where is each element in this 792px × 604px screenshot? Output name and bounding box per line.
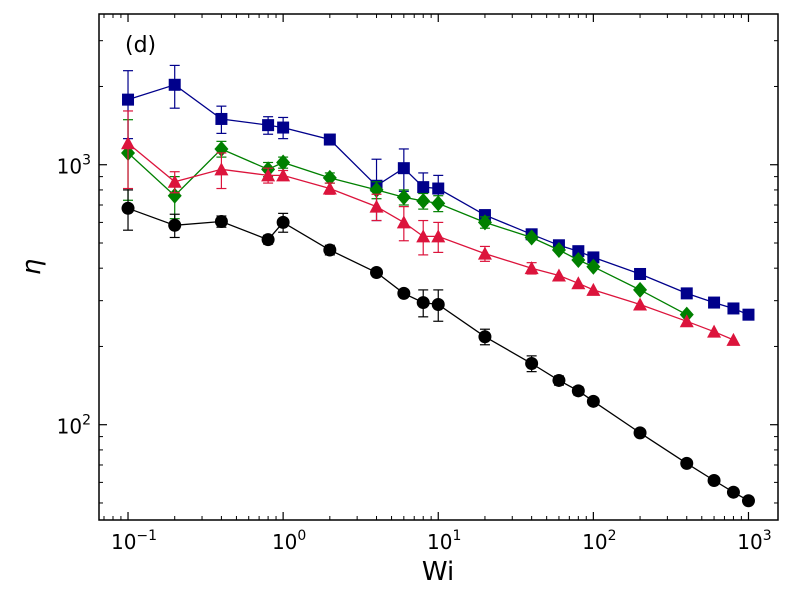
- data-point: [322, 181, 337, 195]
- data-point: [551, 268, 566, 282]
- data-point: [397, 286, 411, 300]
- data-point: [633, 426, 647, 440]
- data-point: [680, 287, 693, 300]
- x-tick-label: 101: [427, 528, 461, 554]
- data-point: [727, 302, 740, 315]
- data-point: [122, 93, 135, 106]
- data-point: [397, 162, 410, 175]
- data-point: [708, 296, 721, 309]
- data-point: [167, 187, 182, 204]
- data-point: [416, 229, 431, 243]
- x-tick-label: 103: [737, 528, 771, 554]
- data-point: [369, 199, 384, 213]
- data-point: [586, 282, 601, 296]
- data-point: [477, 214, 492, 231]
- data-point: [478, 330, 492, 344]
- data-point: [525, 356, 539, 370]
- plot-frame: [98, 13, 779, 521]
- data-point: [707, 324, 722, 338]
- data-point: [633, 297, 648, 311]
- data-point: [586, 258, 601, 275]
- data-point: [121, 136, 136, 150]
- data-point: [742, 308, 755, 321]
- data-point: [417, 181, 430, 194]
- data-point: [633, 281, 648, 298]
- data-point: [323, 133, 336, 146]
- data-point: [431, 297, 445, 311]
- tick-labels: 10−1 100 101 102 103 102 103: [57, 153, 772, 554]
- data-point: [261, 233, 275, 247]
- x-tick-label: 102: [582, 528, 616, 554]
- data-point: [571, 384, 585, 398]
- series-1: [121, 119, 694, 323]
- data-point: [432, 182, 445, 195]
- data-point: [571, 276, 586, 290]
- series-0: [122, 64, 755, 321]
- x-axis-label: Wi: [422, 557, 454, 587]
- data-point: [396, 215, 411, 229]
- data-point: [587, 251, 600, 264]
- data-point: [726, 485, 740, 499]
- y-tick-label: 103: [57, 153, 91, 179]
- data-point: [322, 169, 337, 186]
- y-axis-label: η: [17, 259, 47, 275]
- data-point: [276, 168, 291, 182]
- data-point: [586, 394, 600, 408]
- data-point: [214, 162, 229, 176]
- data-point: [680, 456, 694, 470]
- data-point: [726, 332, 741, 346]
- data-point: [323, 243, 337, 257]
- data-point: [168, 218, 182, 232]
- series-2: [121, 110, 741, 346]
- data-point: [524, 261, 539, 275]
- series-group: [121, 64, 755, 508]
- data-point: [416, 193, 431, 210]
- data-point: [214, 214, 228, 228]
- data-point: [215, 112, 228, 125]
- major-ticks: [99, 14, 778, 520]
- data-point: [477, 246, 492, 260]
- data-point: [276, 215, 290, 229]
- data-point: [679, 314, 694, 328]
- data-point: [552, 373, 566, 387]
- data-point: [167, 174, 182, 188]
- data-point: [168, 78, 181, 91]
- data-point: [277, 121, 290, 134]
- data-point: [121, 201, 135, 215]
- minor-ticks: [99, 14, 778, 520]
- data-point: [261, 168, 276, 182]
- data-point: [741, 494, 755, 508]
- data-point: [370, 266, 384, 280]
- data-point: [571, 252, 586, 269]
- y-tick-label: 102: [57, 413, 91, 439]
- data-point: [524, 229, 539, 246]
- data-point: [416, 296, 430, 310]
- data-point: [431, 229, 446, 243]
- data-point: [276, 154, 291, 171]
- series-3: [121, 189, 755, 508]
- x-tick-label: 100: [272, 528, 306, 554]
- data-point: [262, 119, 275, 132]
- x-tick-label: 10−1: [111, 528, 157, 554]
- data-point: [396, 189, 411, 206]
- panel-label: (d): [125, 33, 156, 58]
- data-point: [551, 241, 566, 258]
- data-point: [431, 195, 446, 212]
- data-point: [707, 474, 721, 488]
- data-point: [634, 267, 647, 280]
- data-point: [572, 245, 585, 258]
